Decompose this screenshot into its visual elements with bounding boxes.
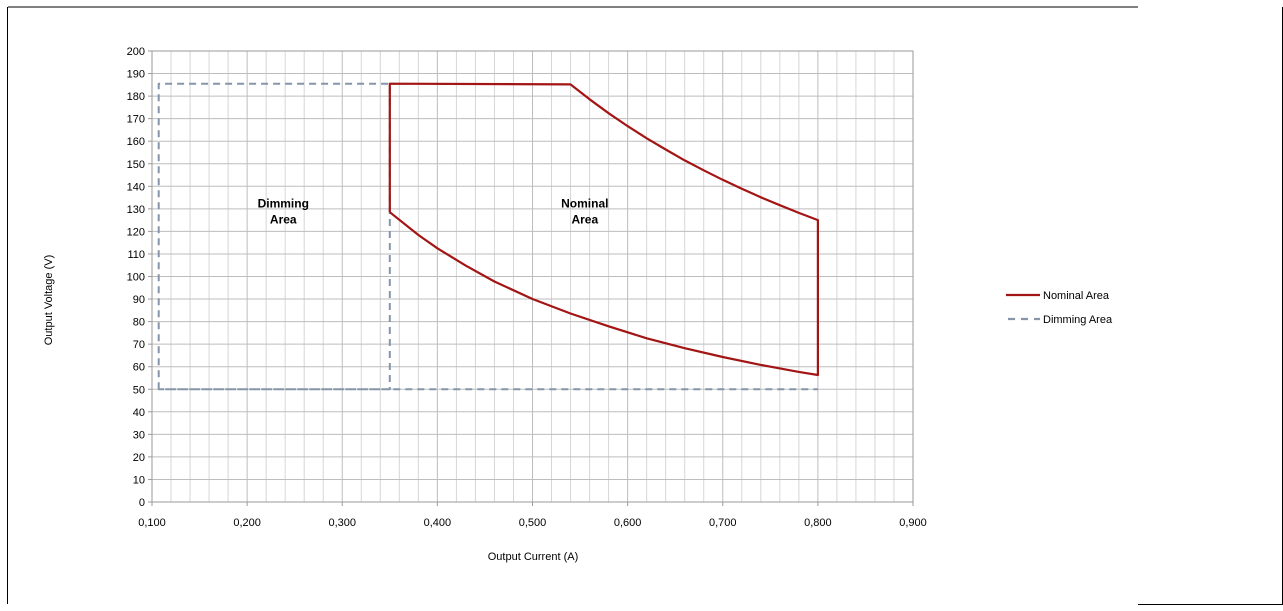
legend-label-nominal-area: Nominal Area bbox=[1043, 290, 1110, 302]
x-tick-label: 0,200 bbox=[233, 517, 261, 529]
series-nominal-area bbox=[388, 82, 820, 377]
y-tick-label: 190 bbox=[127, 69, 145, 81]
y-tick-label: 60 bbox=[133, 362, 145, 374]
legend-label-dimming-area: Dimming Area bbox=[1043, 314, 1113, 326]
y-tick-label: 50 bbox=[133, 384, 145, 396]
series-dimming-area bbox=[157, 82, 818, 391]
y-tick-label: 140 bbox=[127, 181, 145, 193]
x-tick-label: 0,700 bbox=[709, 517, 737, 529]
y-tick-label: 160 bbox=[127, 136, 145, 148]
y-tick-label: 170 bbox=[127, 114, 145, 126]
y-tick-label: 20 bbox=[133, 452, 145, 464]
y-tick-label: 130 bbox=[127, 204, 145, 216]
y-tick-label: 150 bbox=[127, 159, 145, 171]
grid-major bbox=[152, 51, 913, 502]
y-tick-label: 100 bbox=[127, 272, 145, 284]
y-tick-label: 110 bbox=[127, 249, 145, 261]
y-tick-label: 40 bbox=[133, 407, 145, 419]
x-axis-title: Output Current (A) bbox=[488, 551, 578, 563]
y-tick-label: 80 bbox=[133, 317, 145, 329]
y-tick-label: 10 bbox=[133, 474, 145, 486]
y-tick-label: 70 bbox=[133, 339, 145, 351]
x-tick-label: 0,500 bbox=[519, 517, 547, 529]
x-tick-label: 0,900 bbox=[899, 517, 927, 529]
series-layer bbox=[157, 82, 820, 391]
x-axis-ticks: 0,100 0,200 0,300 0,400 0,500 0,600 0,700 0,800… bbox=[138, 502, 927, 529]
x-tick-label: 0,800 bbox=[804, 517, 832, 529]
y-axis-title: Output Voltage (V) bbox=[43, 255, 55, 346]
y-tick-label: 90 bbox=[133, 294, 145, 306]
x-tick-label: 0,100 bbox=[138, 517, 166, 529]
y-tick-label: 30 bbox=[133, 429, 145, 441]
annotation-nominal-area: Nominal Area bbox=[561, 197, 608, 227]
x-tick-label: 0,400 bbox=[424, 517, 452, 529]
annotation-dimming-area: Dimming Area bbox=[258, 197, 309, 227]
annotation-layer: Dimming Area Nominal Area bbox=[258, 197, 609, 227]
y-tick-label: 120 bbox=[127, 226, 145, 238]
y-tick-label: 180 bbox=[127, 91, 145, 103]
legend: Nominal Area Dimming Area bbox=[1006, 290, 1113, 326]
y-tick-label: 0 bbox=[139, 497, 145, 509]
x-tick-label: 0,300 bbox=[328, 517, 356, 529]
y-tick-label: 200 bbox=[127, 46, 145, 58]
x-tick-label: 0,600 bbox=[614, 517, 642, 529]
y-axis-ticks: 0 10 20 30 40 50 60 70 80 90 100 110 120 130 140 150 160… bbox=[127, 46, 152, 509]
